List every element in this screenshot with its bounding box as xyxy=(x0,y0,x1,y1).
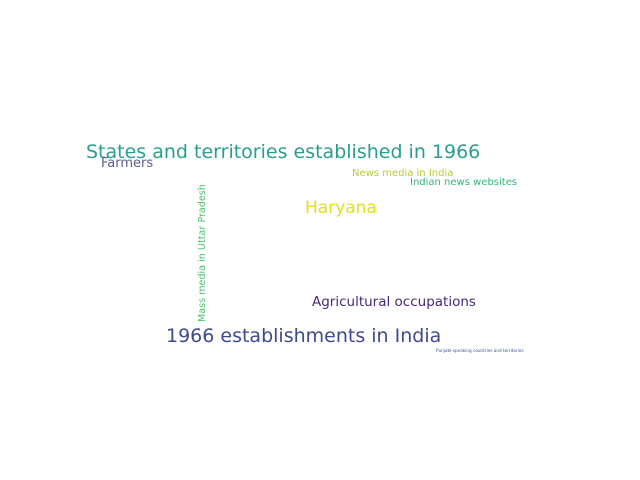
word-punjabi-speaking: Punjabi-speaking countries and territori… xyxy=(436,348,524,353)
word-news-media-in-india: News media in India xyxy=(352,168,454,179)
word-mass-media-uttar-pradesh: Mass media in Uttar Pradesh xyxy=(197,184,208,322)
word-indian-news-websites: Indian news websites xyxy=(410,177,518,188)
word-agricultural-occupations: Agricultural occupations xyxy=(312,294,476,310)
word-haryana: Haryana xyxy=(305,198,377,218)
word-1966-establishments: 1966 establishments in India xyxy=(166,325,442,347)
word-farmers: Farmers xyxy=(101,156,154,171)
word-states-and-territories: States and territories established in 19… xyxy=(86,141,481,163)
